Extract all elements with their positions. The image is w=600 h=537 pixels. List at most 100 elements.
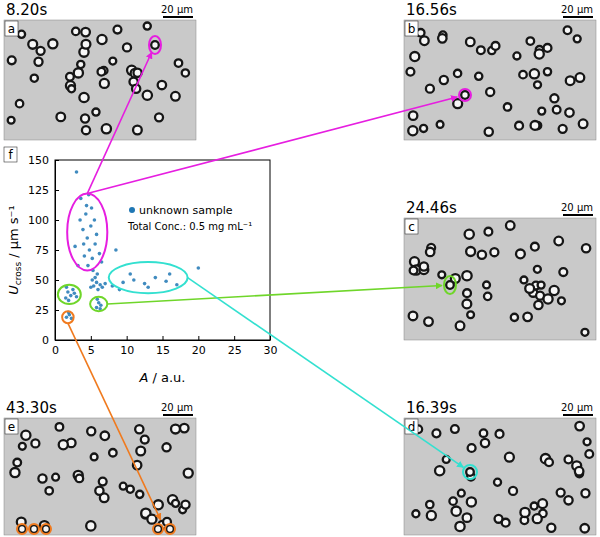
particle [440,76,448,84]
highlight [165,524,175,534]
particle [481,439,489,447]
particle [527,37,535,45]
particle [545,458,553,466]
particle [466,38,475,47]
point [73,245,77,249]
particle [466,468,474,476]
point [71,288,75,292]
y-axis-title-subscript: cross [13,261,23,285]
tick-label: 0 [52,344,59,357]
particle [184,469,193,478]
particle [480,429,487,436]
point [175,283,179,287]
highlight [149,36,161,54]
particle [127,486,134,493]
particle [72,28,79,35]
point [88,248,92,252]
particle [100,79,109,88]
particle [475,73,482,80]
particle [91,454,98,461]
particle [171,425,180,434]
region [67,194,107,271]
particle [426,85,434,93]
point [90,278,94,282]
point [95,306,99,310]
time-label: 24.46s [406,199,457,217]
point [90,257,94,261]
particle [452,507,461,516]
particle [151,41,159,49]
point [168,272,172,276]
particle [123,43,131,51]
particle [99,478,107,486]
particle [485,228,493,236]
particles [408,221,591,336]
particle [538,108,545,115]
particle [143,91,152,100]
particle [543,294,552,303]
particle [558,297,565,304]
arrow [107,285,442,304]
particle [553,106,561,114]
particle [74,68,83,77]
particle [465,230,474,239]
particle [467,497,476,506]
particle [575,422,584,431]
particle [496,430,504,438]
particle [48,39,57,48]
particle [533,514,542,523]
panel-letter-box [405,219,418,234]
time-label: 16.39s [406,399,457,417]
point [78,218,82,222]
particle [135,425,143,433]
particle [426,248,434,256]
point [93,242,97,246]
particle [580,524,589,533]
particle [584,438,591,445]
particle [550,94,558,102]
tick-label: 10 [120,344,134,357]
particle [530,69,539,78]
tick: 125 [28,184,59,197]
point [95,272,99,276]
particle [42,525,50,533]
particle [10,468,19,477]
particle [180,424,189,433]
particle [461,91,469,99]
particle [516,249,525,258]
region [58,285,81,304]
particle [406,68,414,76]
tick-label: 15 [156,344,170,357]
particle [511,314,518,321]
particle [172,500,179,507]
arrow [87,97,457,194]
particle [79,93,88,102]
particle [92,108,99,115]
y-axis-title-symbol: U [6,285,21,295]
x-axis-title: A/ a.u. [139,370,186,385]
particle [158,81,166,89]
arrows [68,52,464,519]
particle [76,475,84,483]
particle [582,244,590,252]
tick: 5 [88,336,95,357]
tick-label: 0 [42,334,49,347]
tick-label: 125 [28,184,49,197]
point [154,276,158,280]
particle [101,432,110,441]
tick-label: 5 [88,344,95,357]
highlight [29,524,39,534]
particle [485,128,493,136]
scale-label: 20 µm [561,202,593,213]
particle [550,286,559,295]
particle [463,289,471,297]
particle [420,125,427,132]
particle [462,299,471,308]
particle [534,301,542,309]
highlight [459,89,471,101]
particle [13,459,21,467]
point [93,276,97,280]
particle [564,26,572,34]
image-background [404,218,596,340]
y-axis-title-unit: / µm s⁻¹ [6,205,21,257]
